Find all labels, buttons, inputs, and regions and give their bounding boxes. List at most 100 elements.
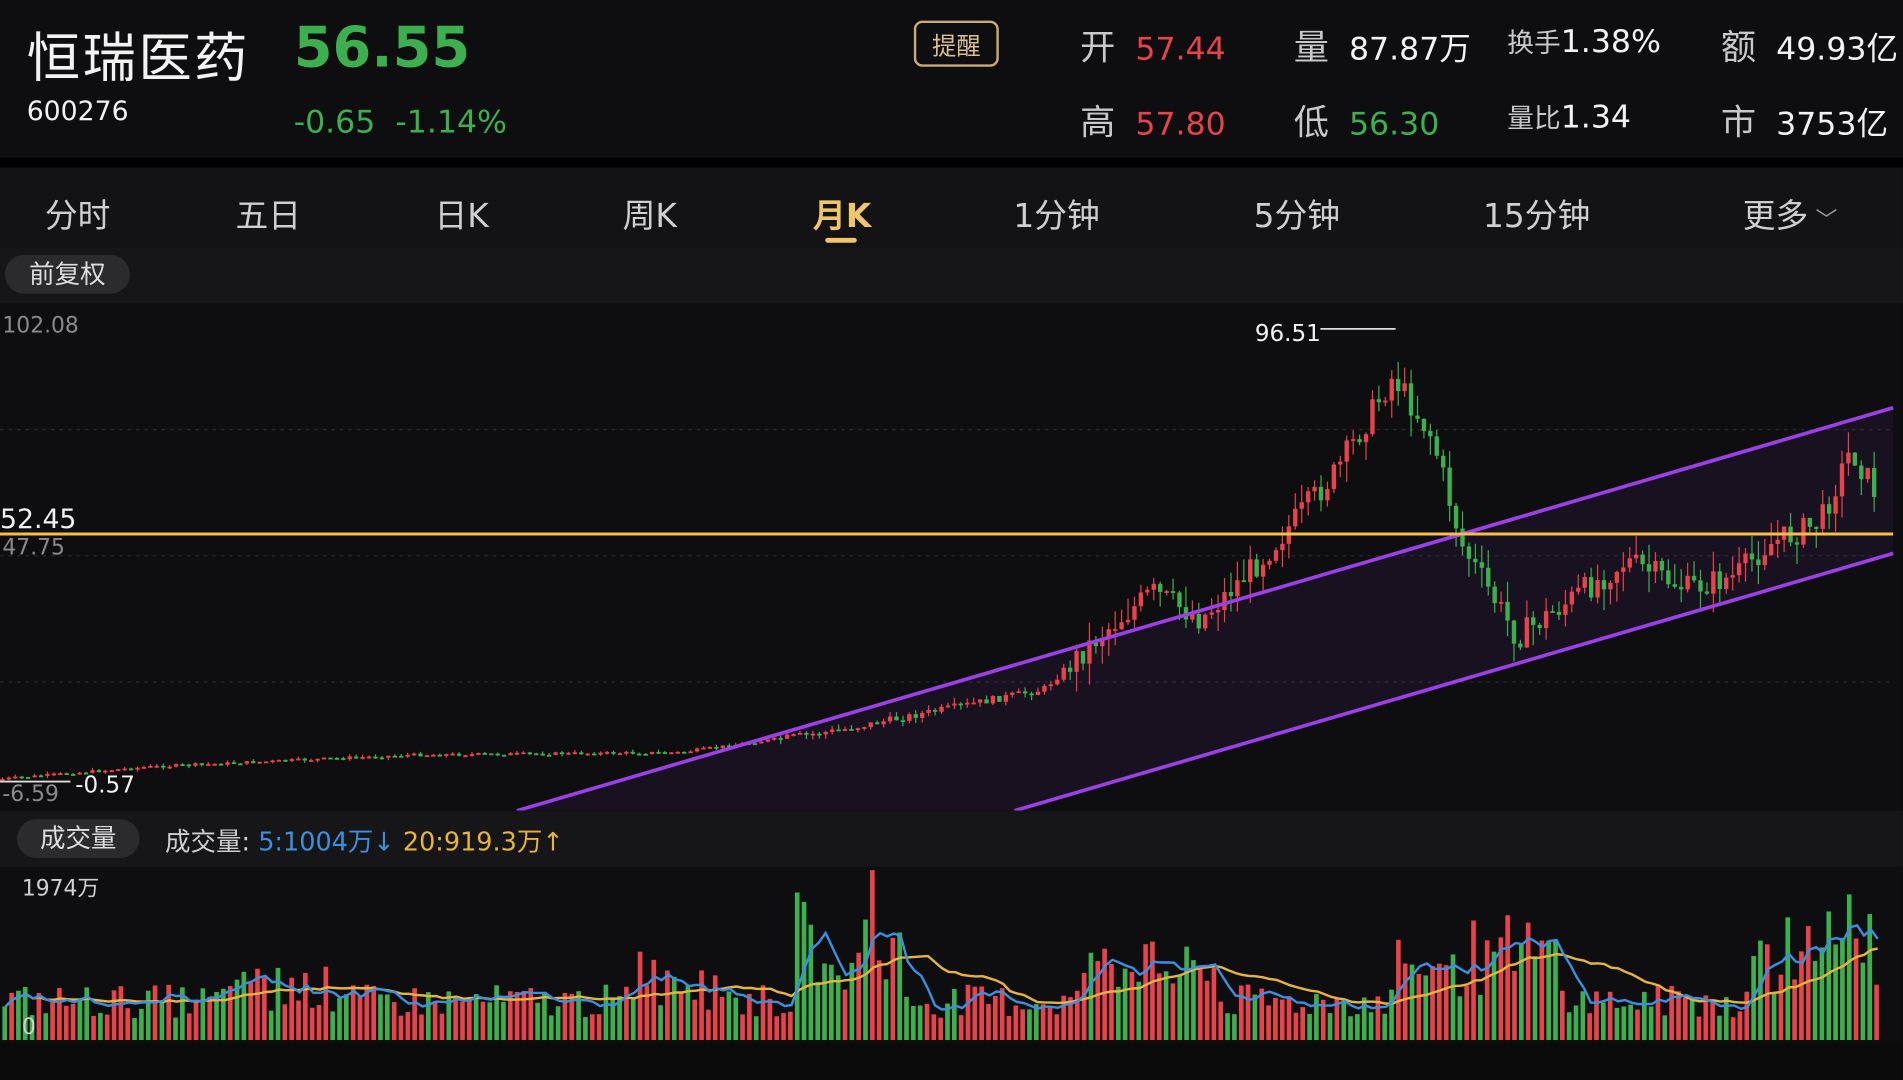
candle-body — [206, 764, 211, 766]
volume-bar — [1525, 922, 1531, 1041]
volume-bar — [712, 975, 718, 1041]
candle-body — [379, 757, 385, 760]
volume-bar — [384, 994, 390, 1041]
volume-indicator-button[interactable]: 成交量 — [16, 819, 140, 859]
candle-body — [1119, 622, 1124, 630]
volume-bar — [1307, 1013, 1312, 1041]
volume-bar — [22, 986, 28, 1041]
candle-body — [1582, 577, 1587, 588]
volume-bar — [1778, 974, 1784, 1041]
volume-bar — [1191, 960, 1196, 1041]
candle-body — [952, 703, 957, 706]
channel-lower-line[interactable] — [1014, 551, 1894, 811]
volume-bar — [77, 998, 83, 1041]
volume-bar — [1225, 1013, 1230, 1041]
volume-bar — [1334, 998, 1340, 1041]
candle-body — [302, 758, 307, 761]
candle-body — [1614, 571, 1620, 583]
tab-five-day[interactable]: 五日 — [235, 197, 301, 236]
volume-bar — [774, 1016, 780, 1041]
candle-body — [1080, 651, 1086, 664]
tab-5min[interactable]: 5分钟 — [1253, 197, 1341, 236]
candle-body — [752, 743, 758, 746]
volume-bar — [1327, 1013, 1333, 1041]
channel-upper-line[interactable] — [516, 406, 1894, 811]
tab-daily-k[interactable]: 日K — [434, 197, 489, 236]
candle-body — [1177, 592, 1182, 608]
volume-bar — [1874, 984, 1879, 1041]
tab-15min[interactable]: 15分钟 — [1483, 197, 1591, 236]
candle-body — [495, 753, 500, 756]
volume-bar — [583, 1016, 588, 1041]
volume-bar — [1423, 975, 1429, 1041]
alert-button[interactable]: 提醒 — [913, 20, 999, 67]
volume-bar — [439, 1013, 445, 1041]
candle-body — [829, 729, 835, 732]
tab-more[interactable]: 更多 ﹀ — [1743, 189, 1838, 236]
candle-body — [1299, 502, 1304, 509]
volume-bar — [193, 1000, 199, 1041]
candle-body — [1260, 564, 1266, 577]
candle-body — [1228, 591, 1234, 597]
candle-body — [1010, 692, 1015, 695]
candle-body — [862, 727, 867, 729]
candle-body — [1543, 611, 1549, 629]
candle-body — [450, 753, 455, 756]
volume-bar — [36, 992, 42, 1041]
candle-body — [1794, 542, 1800, 545]
candle-body — [1061, 667, 1066, 680]
candle-body — [1814, 526, 1819, 529]
volume-bar — [1081, 972, 1087, 1041]
volume-bar — [1512, 970, 1517, 1041]
tab-1min[interactable]: 1分钟 — [1013, 197, 1100, 236]
candle-body — [109, 770, 114, 773]
candle-body — [1325, 489, 1330, 501]
amount-label: 额 — [1720, 26, 1757, 68]
volume-bar — [569, 993, 575, 1041]
candle-body — [1865, 468, 1870, 480]
tab-monthly-k[interactable]: 月K — [813, 197, 872, 236]
volume-bar — [753, 1016, 759, 1041]
candle-body — [1511, 620, 1517, 644]
volume-bar — [589, 1014, 595, 1041]
candlestick-chart[interactable]: 102.08 47.75 -6.59 52.45 96.51 -0.57 — [0, 303, 1903, 811]
candle-body — [1852, 452, 1858, 466]
price-change: -0.65 -1.14% — [294, 104, 507, 140]
volume-bar — [1443, 965, 1449, 1041]
volume-bar — [1689, 999, 1695, 1041]
volume-bar — [1122, 968, 1128, 1041]
candle-body — [315, 758, 320, 761]
volume-bar — [1457, 996, 1463, 1041]
tab-intraday[interactable]: 分时 — [44, 197, 111, 236]
candle-body — [1370, 399, 1375, 435]
volume-bar — [316, 1004, 322, 1041]
candle-body — [701, 747, 706, 750]
candle-body — [1621, 567, 1626, 572]
candle-body — [1357, 439, 1362, 443]
candle-body — [1248, 559, 1253, 583]
volume-bar — [1382, 1013, 1388, 1041]
candle-body — [96, 770, 102, 773]
adjust-mode-button[interactable]: 前复权 — [4, 254, 130, 294]
candle-body — [386, 755, 391, 758]
volume-bar — [118, 986, 124, 1041]
volume-chart[interactable]: 1974万 0 — [0, 866, 1903, 1044]
candle-body — [1820, 504, 1825, 529]
volume-bar — [289, 977, 294, 1041]
volume-bar — [938, 1017, 943, 1041]
volume-bar — [296, 1000, 301, 1041]
volume-bar — [747, 993, 752, 1041]
candle-body — [463, 755, 468, 758]
candle-body — [1473, 558, 1478, 563]
candle-body — [1653, 560, 1658, 572]
tab-weekly-k[interactable]: 周K — [622, 197, 677, 236]
volume-bar — [1785, 917, 1791, 1041]
volume-bar — [965, 984, 971, 1041]
volume-bar — [624, 986, 629, 1041]
volume-field: 量 87.87万 — [1294, 19, 1471, 70]
candle-body — [244, 761, 250, 764]
candle-body — [128, 768, 134, 771]
candle-body — [1048, 684, 1054, 687]
volume-bar — [330, 1011, 335, 1041]
candle-body — [283, 759, 288, 762]
